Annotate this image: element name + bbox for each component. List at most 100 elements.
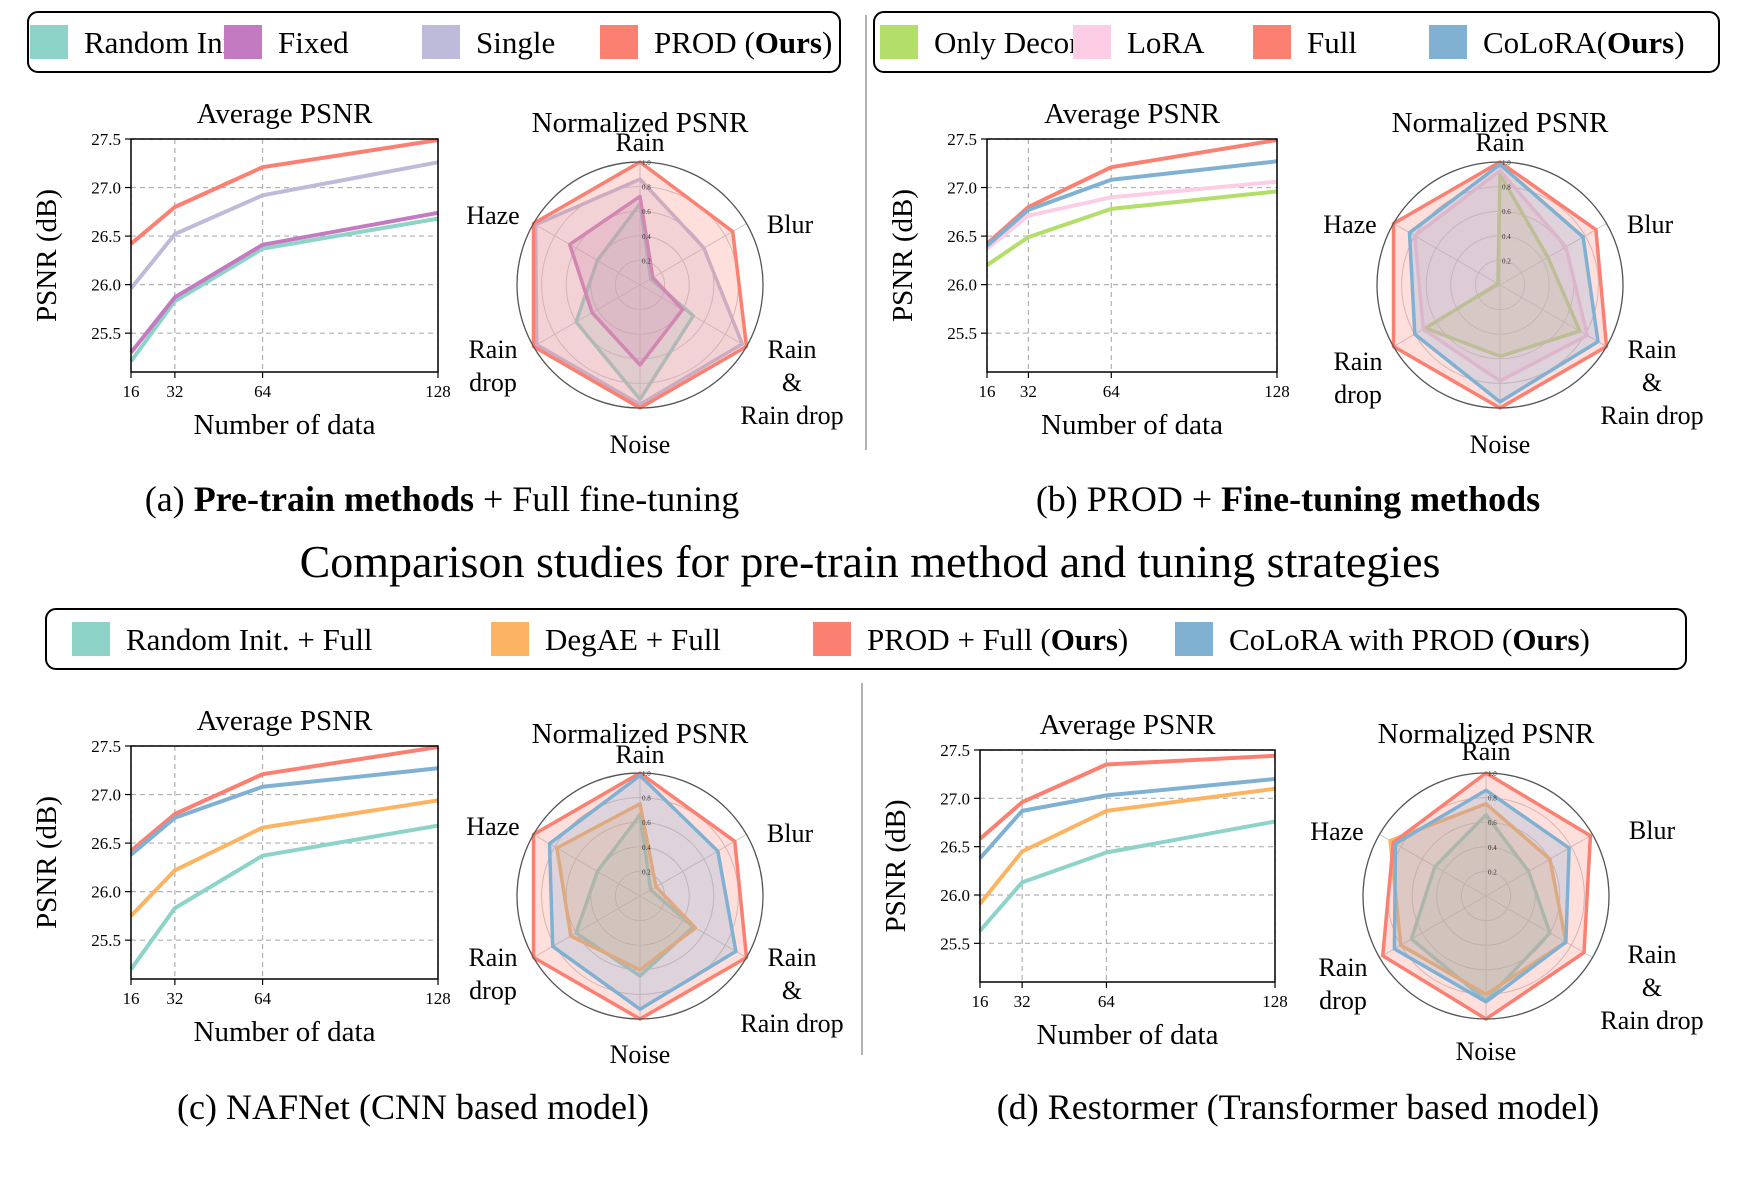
x-axis-label: Number of data (194, 409, 376, 441)
radar-r-tick: 0.2 (1502, 257, 1511, 265)
series-line-degae-full (978, 786, 1276, 905)
x-tick-label: 16 (123, 989, 140, 1008)
series-line-only-deconv (985, 189, 1278, 267)
radar-r-tick: 1.0 (1502, 159, 1511, 167)
plot-frame (979, 749, 1276, 983)
x-tick-label: 16 (123, 382, 140, 401)
series-line-random-init-full (978, 819, 1276, 933)
radar-series-colora-ours (1407, 162, 1600, 404)
panel-d-line-chart: 25.5 26.0 26.5 27.0 27.5 16 32 64 128 Average PSN… (880, 709, 1288, 1051)
legend-label: Fixed (278, 25, 349, 60)
legend-swatch (1175, 622, 1213, 656)
chart-title: Normalized PSNR (532, 107, 749, 139)
radar-r-tick: 0.4 (642, 233, 651, 241)
series-line-prod-ours (129, 138, 439, 246)
legend-item-full: Full (1253, 25, 1357, 60)
radar-axis-label-rain: Rain (615, 740, 664, 769)
x-tick-label: 128 (425, 382, 451, 401)
legend-item-prod-ours: PROD (Ours) (600, 25, 832, 60)
x-tick-label: 64 (254, 382, 272, 401)
y-tick-label: 26.5 (91, 227, 121, 246)
panel-b-line-chart: 25.5 26.0 26.5 27.0 27.5 16 32 64 128 Average PSN… (887, 98, 1290, 441)
series-line-random-init-full (129, 823, 439, 971)
radar-series-only-deconv (1423, 172, 1582, 359)
y-axis-label: PSNR (dB) (880, 800, 912, 933)
caption-c: (c) NAFNet (CNN based model) (177, 1087, 649, 1127)
radar-axis-label-rain-drop: Rain drop (1333, 347, 1382, 409)
legend-item-colora-ours: CoLoRA(Ours) (1429, 25, 1685, 60)
radar-r-tick: 1.0 (1488, 770, 1497, 778)
x-tick-label: 16 (979, 382, 996, 401)
panel-b-radar-chart: 0.2 0.4 0.6 0.8 1.0 Rain Blur Rain & Rain drop Noi… (1323, 107, 1703, 459)
legend-label: Full (1307, 25, 1357, 60)
radar-series-random-init-full (574, 813, 696, 978)
legend-swatch (600, 25, 638, 59)
radar-r-tick: 0.8 (642, 184, 651, 192)
legend-item-random-init: Random Init. (30, 25, 248, 60)
radar-axis-label-rain-rain-drop: Rain & Rain drop (1600, 940, 1703, 1035)
radar-spoke (1379, 895, 1487, 958)
captions: (a) Pre-train methods + Full fine-tuning… (145, 479, 1600, 1127)
legend-top-right: Only Deconv LoRA Full CoLoRA(Ours) (873, 11, 1720, 73)
y-tick-label: 25.5 (947, 324, 977, 343)
radar-axis-label-rain-drop: Rain drop (468, 335, 517, 397)
legend-label: CoLoRA(Ours) (1483, 25, 1685, 60)
radar-axis-label-haze: Haze (466, 201, 519, 230)
x-axis-label: Number of data (194, 1016, 376, 1048)
legend-label: Random Init. (84, 25, 248, 60)
series-line-lora (985, 179, 1278, 251)
radar-r-tick: 0.6 (642, 819, 651, 827)
radar-series-colora-with-prod-ours (547, 773, 738, 1011)
radar-axis-label-rain: Rain (1461, 737, 1510, 766)
radar-axis-label-haze: Haze (1310, 817, 1363, 846)
radar-outer-ring (1362, 772, 1610, 1020)
panel-a-line-chart: 25.5 26.0 26.5 27.0 27.5 16 32 64 128 Average PSN… (31, 98, 451, 441)
radar-r-tick: 0.4 (642, 844, 651, 852)
legend-item-lora: LoRA (1073, 25, 1205, 60)
chart-title: Average PSNR (1040, 709, 1217, 741)
x-tick-label: 32 (166, 989, 183, 1008)
radar-spoke (639, 223, 747, 286)
legend-swatch (880, 25, 918, 59)
y-tick-label: 27.5 (91, 130, 121, 149)
legend-swatch (1429, 25, 1467, 59)
radar-series-degae-full (1388, 802, 1568, 997)
radar-series-single (533, 177, 745, 407)
y-tick-label: 26.5 (947, 227, 977, 246)
legend-label: Random Init. + Full (126, 622, 373, 657)
radar-r-tick: 0.6 (1502, 208, 1511, 216)
radar-spoke (1485, 834, 1593, 897)
chart-title: Average PSNR (197, 98, 374, 130)
radar-series-degae-full (555, 802, 698, 972)
y-tick-label: 27.5 (940, 741, 970, 760)
radar-axis-label-haze: Haze (1323, 210, 1376, 239)
x-axis-label: Number of data (1037, 1019, 1219, 1051)
radar-spoke (1485, 895, 1593, 958)
series-line-prod-full-ours (129, 745, 439, 853)
y-tick-label: 27.5 (91, 737, 121, 756)
radar-r-tick: 0.4 (1488, 844, 1497, 852)
radar-r-tick: 0.6 (642, 208, 651, 216)
legend-item-degae-full: DegAE + Full (491, 622, 721, 657)
radar-axis-label-noise: Noise (1456, 1037, 1517, 1066)
y-tick-label: 26.5 (91, 834, 121, 853)
series-line-colora-with-prod-ours (978, 777, 1276, 860)
radar-outer-ring (516, 772, 764, 1020)
legend-swatch (224, 25, 262, 59)
y-axis-label: PSNR (dB) (31, 189, 63, 322)
y-tick-label: 27.0 (91, 786, 121, 805)
legend-item-only-deconv: Only Deconv (880, 25, 1101, 60)
legend-label: Only Deconv (934, 25, 1101, 60)
radar-spoke (1499, 223, 1607, 286)
radar-series-colora-with-prod-ours (1392, 788, 1571, 1004)
radar-series-random-init (574, 202, 696, 402)
y-tick-label: 26.5 (940, 838, 970, 857)
legend-swatch (1253, 25, 1291, 59)
radar-axis-label-blur: Blur (1629, 816, 1676, 845)
legend-label: PROD (Ours) (654, 25, 832, 60)
radar-spoke (533, 284, 641, 347)
radar-series-lora (1413, 168, 1590, 383)
radar-axis-label-rain-rain-drop: Rain & Rain drop (1600, 335, 1703, 430)
